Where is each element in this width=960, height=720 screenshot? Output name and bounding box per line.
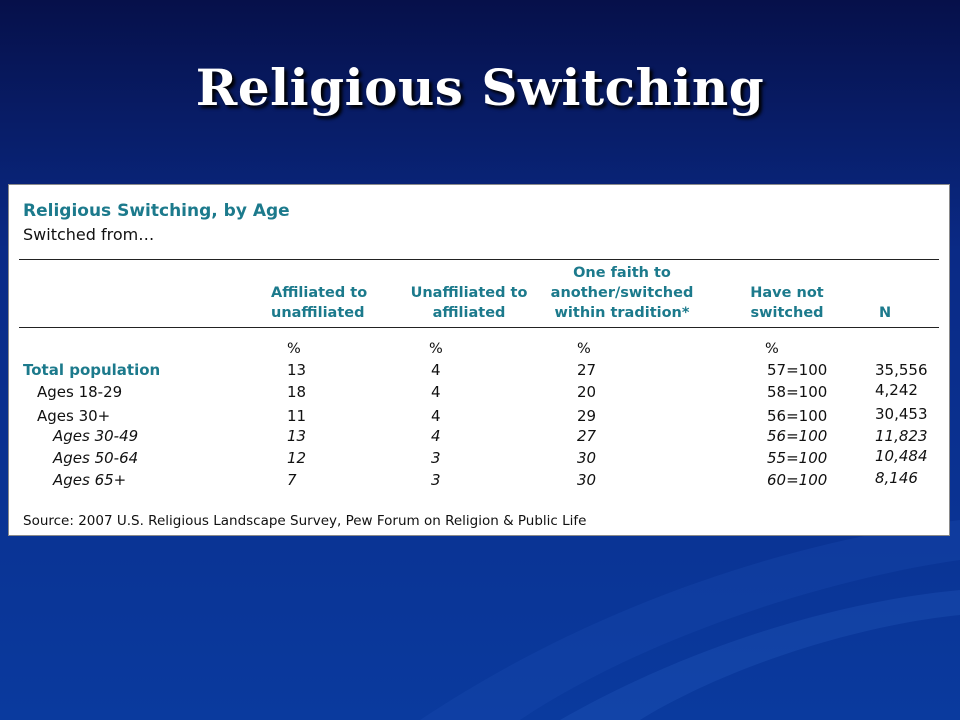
cell-n: 10,484 <box>875 447 928 465</box>
cell-unaffiliated-to-affiliated: 4 <box>431 383 441 401</box>
cell-have-not-switched: 60=100 <box>767 471 828 489</box>
cell-unaffiliated-to-affiliated: 4 <box>431 407 441 425</box>
row-label: Total population <box>23 361 161 379</box>
cell-one-faith-to-another: 20 <box>577 383 597 401</box>
row-label: Ages 50-64 <box>53 449 139 467</box>
slide-title: Religious Switching <box>195 58 765 117</box>
cell-unaffiliated-to-affiliated: 3 <box>431 449 441 467</box>
table-panel: Religious Switching, by Age Switched fro… <box>8 184 950 536</box>
cell-n: 11,823 <box>875 427 928 445</box>
table-row-ages-18-29: Ages 18-29 18 4 20 58=100 4,242 <box>19 381 939 405</box>
cell-n: 8,146 <box>875 469 918 487</box>
header-have-not-switched: Have not switched <box>750 285 824 321</box>
table-row-ages-30-plus: Ages 30+ 11 4 29 56=100 30,453 <box>19 405 939 429</box>
cell-one-faith-to-another: 27 <box>577 361 597 379</box>
percent-marker: % <box>765 341 779 357</box>
source-note: Source: 2007 U.S. Religious Landscape Su… <box>23 513 587 529</box>
cell-affiliated-to-unaffiliated: 13 <box>287 361 307 379</box>
cell-have-not-switched: 55=100 <box>767 449 828 467</box>
cell-unaffiliated-to-affiliated: 4 <box>431 361 441 379</box>
cell-have-not-switched: 56=100 <box>767 427 828 445</box>
row-label: Ages 18-29 <box>37 383 123 401</box>
percent-marker: % <box>287 341 301 357</box>
cell-n: 35,556 <box>875 361 928 379</box>
table-row-total-population: Total population 13 4 27 57=100 35,556 <box>19 361 939 383</box>
header-unaffiliated-to-affiliated: Unaffiliated to affiliated <box>410 285 528 321</box>
percent-marker: % <box>429 341 443 357</box>
top-rule <box>19 259 939 260</box>
cell-unaffiliated-to-affiliated: 4 <box>431 427 441 445</box>
cell-have-not-switched: 56=100 <box>767 407 828 425</box>
row-label: Ages 65+ <box>53 471 127 489</box>
percent-marker: % <box>577 341 591 357</box>
cell-affiliated-to-unaffiliated: 11 <box>287 407 307 425</box>
row-label: Ages 30+ <box>37 407 111 425</box>
cell-one-faith-to-another: 30 <box>577 471 597 489</box>
table-row-ages-30-49: Ages 30-49 13 4 27 56=100 11,823 <box>19 427 939 449</box>
cell-one-faith-to-another: 29 <box>577 407 597 425</box>
cell-one-faith-to-another: 30 <box>577 449 597 467</box>
header-one-faith-to-another: One faith to another/switched within tra… <box>550 265 694 321</box>
table-subtitle: Switched from… <box>23 225 155 244</box>
header-n: N <box>879 305 892 321</box>
row-label: Ages 30-49 <box>53 427 139 445</box>
cell-n: 30,453 <box>875 405 928 423</box>
cell-have-not-switched: 57=100 <box>767 361 828 379</box>
cell-one-faith-to-another: 27 <box>577 427 597 445</box>
cell-affiliated-to-unaffiliated: 13 <box>287 427 307 445</box>
cell-affiliated-to-unaffiliated: 18 <box>287 383 307 401</box>
cell-affiliated-to-unaffiliated: 7 <box>287 471 297 489</box>
cell-affiliated-to-unaffiliated: 12 <box>287 449 307 467</box>
header-affiliated-to-unaffiliated: Affiliated to unaffiliated <box>271 285 368 321</box>
cell-n: 4,242 <box>875 381 918 399</box>
table-title: Religious Switching, by Age <box>23 201 290 221</box>
header-rule <box>19 327 939 328</box>
table-row-ages-65-plus: Ages 65+ 7 3 30 60=100 8,146 <box>19 469 939 493</box>
cell-have-not-switched: 58=100 <box>767 383 828 401</box>
cell-unaffiliated-to-affiliated: 3 <box>431 471 441 489</box>
table-row-ages-50-64: Ages 50-64 12 3 30 55=100 10,484 <box>19 447 939 471</box>
